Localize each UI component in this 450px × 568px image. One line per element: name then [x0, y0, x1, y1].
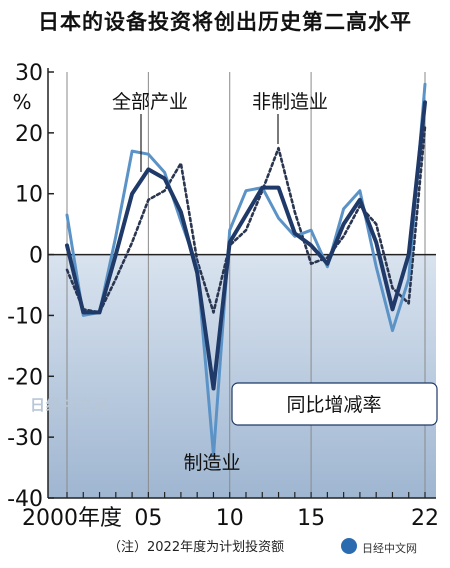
watermark: 日经中文网 — [30, 396, 111, 414]
y-tick-label: -10 — [7, 304, 43, 329]
annotation-non_manufacturing: 非制造业 — [252, 91, 328, 113]
x-tick-label: 15 — [297, 506, 325, 531]
chart-title: 日本的设备投资将创出历史第二高水平 — [38, 10, 412, 34]
x-tick-label: 2000年度 — [22, 506, 122, 531]
series-line-all_industry — [65, 100, 427, 391]
x-axis: 2000年度 05 10 15 22 — [22, 492, 439, 531]
annotation-all_industry: 全部产业 — [112, 91, 188, 113]
legend-box-label: 同比增减率 — [286, 394, 381, 416]
y-tick-label: -30 — [7, 426, 43, 451]
y-tick-label: -20 — [7, 365, 43, 390]
y-tick-label: 30 — [15, 61, 43, 86]
chart-note: （注）2022年度为计划投资额 — [108, 540, 285, 555]
x-tick-label: 05 — [134, 506, 162, 531]
x-tick-label: 22 — [411, 506, 439, 531]
legend-box: 同比增减率 — [231, 382, 438, 426]
y-tick-label: 0 — [29, 244, 43, 269]
y-unit-label: % — [12, 90, 31, 114]
source-label: 日经中文网 — [362, 542, 417, 555]
x-tick-label: 10 — [216, 506, 244, 531]
legend-box-frame — [231, 382, 438, 426]
negative-region-background — [48, 254, 436, 498]
y-axis: -40 -30 -20 -10 0 10 20 30% — [7, 61, 436, 512]
source-logo-icon — [341, 538, 357, 554]
annotation-manufacturing: 制造业 — [183, 452, 240, 474]
gridlines — [66, 72, 426, 498]
series-lines — [65, 82, 427, 457]
y-tick-label: 10 — [15, 183, 43, 208]
y-tick-label: -40 — [7, 487, 43, 512]
y-tick-label: 20 — [15, 122, 43, 147]
